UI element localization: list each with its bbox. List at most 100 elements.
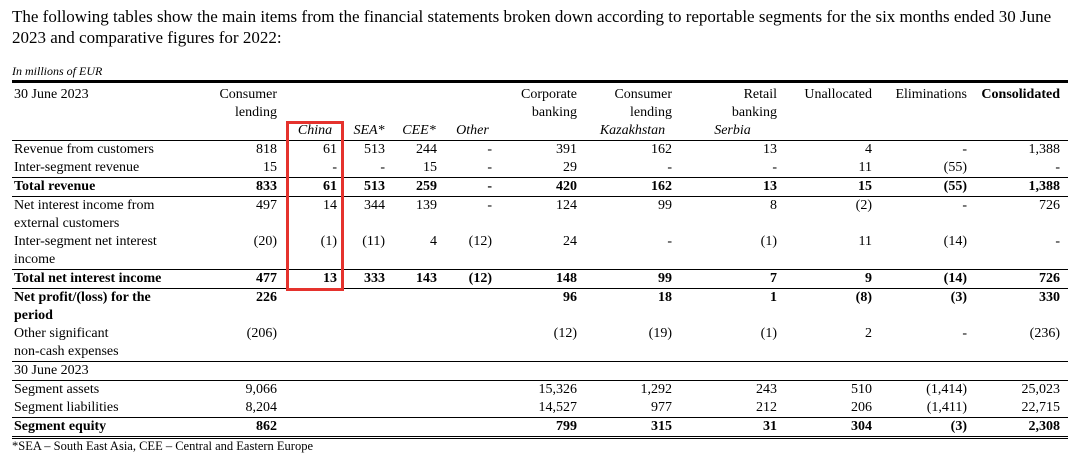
- cell: 1,388: [975, 177, 1068, 197]
- cell: (55): [943, 160, 967, 175]
- cell: -: [332, 160, 337, 175]
- cell: 29: [563, 160, 577, 175]
- cell: (14): [943, 234, 967, 249]
- cell: 477: [205, 269, 285, 289]
- subheader-row: China SEA* CEE* Other Kazakhstan Serbia: [12, 122, 1068, 141]
- cell: 8,204: [245, 400, 278, 415]
- cell: 244: [416, 142, 437, 157]
- empty-cell: [285, 289, 345, 326]
- cell: (19): [648, 326, 672, 341]
- empty-cell: [445, 82, 500, 123]
- empty-cell: [445, 417, 500, 438]
- cell: 14: [323, 198, 337, 213]
- empty-cell: [285, 381, 345, 400]
- empty-cell: [785, 122, 880, 141]
- data-row: Segment equity 862 799 315 31 304 (3) 2,308: [12, 417, 1068, 438]
- empty-cell: [393, 325, 445, 362]
- cell: 14,527: [538, 400, 578, 415]
- cell: 315: [585, 417, 680, 438]
- cell: (2): [855, 198, 872, 213]
- cell: 24: [563, 234, 577, 249]
- row-label: Total revenue: [12, 177, 205, 197]
- cell: 977: [651, 400, 672, 415]
- empty-cell: [345, 417, 393, 438]
- subcolumn-header: SEA*: [345, 122, 393, 141]
- cell: (12): [445, 269, 500, 289]
- empty-cell: [345, 381, 393, 400]
- subcolumn-header: Serbia: [680, 122, 785, 141]
- cell: -: [487, 198, 492, 213]
- cell: 726: [1039, 198, 1060, 213]
- data-row: Other significant non-cash expenses (206)…: [12, 325, 1068, 362]
- data-row: Revenue from customers 818 61 513 244 - 391 162…: [12, 141, 1068, 160]
- cell: 2,308: [975, 417, 1068, 438]
- cell: 1: [770, 290, 777, 305]
- cell: (20): [253, 234, 277, 249]
- row-label: Segment liabilities: [14, 400, 119, 415]
- cell: 9,066: [245, 382, 278, 397]
- cell: 139: [416, 198, 437, 213]
- data-row: Segment liabilities 8,204 14,527 977 212 206 (…: [12, 399, 1068, 418]
- empty-cell: [445, 325, 500, 362]
- empty-cell: [285, 325, 345, 362]
- empty-cell: [345, 399, 393, 418]
- subcolumn-header: Kazakhstan: [585, 122, 680, 141]
- data-row: Net profit/(loss) for the period 226 96 18 1…: [12, 289, 1068, 326]
- cell: 818: [256, 142, 277, 157]
- cell: -: [487, 160, 492, 175]
- cell: 11: [858, 234, 872, 249]
- cell: (14): [880, 269, 975, 289]
- row-label: 30 June 2023: [12, 361, 1068, 381]
- cell: 330: [1039, 290, 1060, 305]
- cell: 124: [556, 198, 577, 213]
- row-label: Segment assets: [14, 382, 100, 397]
- empty-cell: [393, 417, 445, 438]
- cell: 513: [364, 142, 385, 157]
- cell: 497: [256, 198, 277, 213]
- cell: -: [445, 177, 500, 197]
- cell: (8): [855, 290, 872, 305]
- cell: 726: [975, 269, 1068, 289]
- cell: -: [1055, 160, 1060, 175]
- column-header: Consolidated: [981, 87, 1060, 102]
- row-label: Revenue from customers: [14, 142, 154, 157]
- empty-cell: [345, 325, 393, 362]
- empty-cell: [12, 122, 205, 141]
- cell: (12): [553, 326, 577, 341]
- cell: 799: [500, 417, 585, 438]
- cell: 333: [345, 269, 393, 289]
- empty-cell: [393, 289, 445, 326]
- cell: 96: [563, 290, 577, 305]
- cell: 1,388: [1028, 142, 1061, 157]
- cell: (206): [246, 326, 277, 341]
- empty-cell: [205, 122, 285, 141]
- data-row: Total net interest income 477 13 333 143 (12)…: [12, 269, 1068, 289]
- cell: 61: [285, 177, 345, 197]
- cell: 513: [345, 177, 393, 197]
- column-header: Consumer lending: [219, 87, 277, 120]
- subcolumn-header: China: [285, 122, 345, 141]
- data-row: Inter-segment net interest income (20) (1)…: [12, 233, 1068, 270]
- row-label: Segment equity: [12, 417, 205, 438]
- empty-cell: [500, 122, 585, 141]
- cell: 510: [851, 382, 872, 397]
- data-row: Net interest income from external custom…: [12, 197, 1068, 234]
- cell: 162: [585, 177, 680, 197]
- cell: 420: [500, 177, 585, 197]
- cell: 833: [205, 177, 285, 197]
- empty-cell: [393, 381, 445, 400]
- cell: -: [667, 234, 672, 249]
- footnote: *SEA – South East Asia, CEE – Central an…: [12, 439, 313, 453]
- cell: 4: [865, 142, 872, 157]
- cell: 243: [756, 382, 777, 397]
- cell: 2: [865, 326, 872, 341]
- cell: 162: [651, 142, 672, 157]
- empty-cell: [975, 122, 1068, 141]
- column-header: Eliminations: [895, 87, 967, 102]
- cell: 259: [393, 177, 445, 197]
- column-header: Unallocated: [804, 87, 872, 102]
- cell: 143: [393, 269, 445, 289]
- cell: 31: [680, 417, 785, 438]
- cell: -: [487, 142, 492, 157]
